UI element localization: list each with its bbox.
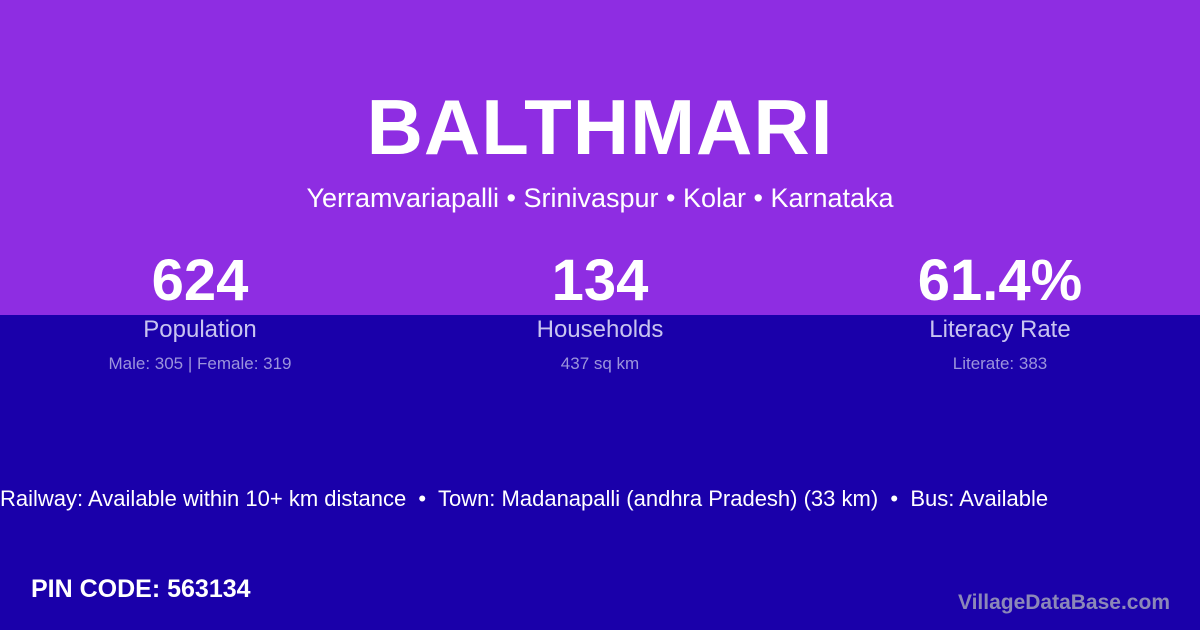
stat-label: Households: [536, 316, 664, 343]
stat-detail: Literate: 383: [952, 354, 1048, 373]
header-band: [0, 0, 1200, 315]
footer-band: [0, 315, 1200, 630]
stat-value: 61.4%: [917, 248, 1083, 313]
location-breadcrumb: Yerramvariapalli • Srinivaspur • Kolar •…: [306, 183, 894, 213]
stat-value: 624: [151, 248, 249, 313]
stat-detail: 437 sq km: [560, 354, 640, 373]
stat-label: Population: [143, 316, 257, 343]
brand-logo: VillageDataBase.com: [957, 591, 1170, 614]
pin-code: PIN CODE: 563134: [31, 575, 251, 603]
stat-households: 134 Households 437 sq km: [400, 250, 800, 374]
stat-detail: Male: 305 | Female: 319: [108, 354, 292, 373]
stat-label: Literacy Rate: [929, 316, 1071, 343]
amenities-ticker: Railway: Available within 10+ km distanc…: [0, 486, 1049, 511]
stat-literacy: 61.4% Literacy Rate Literate: 383: [800, 250, 1200, 374]
village-title: BALTHMARI: [366, 83, 834, 171]
stat-population: 624 Population Male: 305 | Female: 319: [0, 250, 400, 374]
stat-value: 134: [551, 248, 649, 313]
